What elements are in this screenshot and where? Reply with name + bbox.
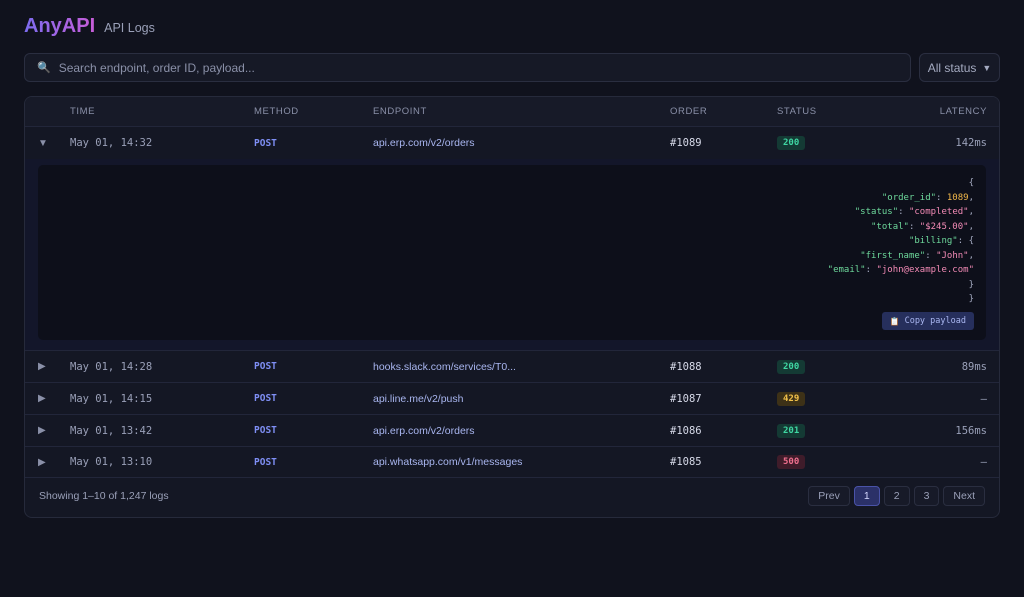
row-time: May 01, 14:32 [70, 137, 153, 149]
copy-payload-button[interactable]: 📋 Copy payload [881, 312, 974, 330]
column-header-status[interactable]: STATUS [777, 106, 817, 117]
app-header: AnyAPI API Logs [24, 15, 155, 38]
row-status: 429 [777, 383, 806, 414]
status-badge: 429 [777, 391, 806, 406]
copy-payload-label: Copy payload [904, 316, 966, 326]
expand-icon[interactable]: ▶ [38, 456, 46, 468]
table-row[interactable]: ▶ May 01, 14:15 POST api.line.me/v2/push… [25, 383, 999, 415]
column-header-endpoint[interactable]: ENDPOINT [373, 106, 427, 117]
pagination: Prev 1 2 3 Next [808, 486, 985, 506]
row-status: 200 [777, 351, 806, 382]
row-order: #1089 [670, 137, 702, 149]
column-header-latency[interactable]: LATENCY [939, 106, 987, 117]
expand-icon[interactable]: ▶ [38, 425, 46, 436]
row-time: May 01, 13:10 [70, 456, 153, 468]
app-logo[interactable]: AnyAPI [24, 15, 96, 37]
table-row[interactable]: ▶ May 01, 14:28 POST hooks.slack.com/ser… [25, 351, 999, 383]
column-header-method[interactable]: METHOD [254, 106, 299, 117]
table-row[interactable]: ▶ May 01, 13:42 POST api.erp.com/v2/orde… [25, 415, 999, 447]
row-endpoint: api.whatsapp.com/v1/messages [373, 456, 523, 468]
status-badge: 500 [777, 455, 806, 469]
table-row[interactable]: ▼ May 01, 14:32 POST api.erp.com/v2/orde… [25, 127, 999, 159]
pagination-summary: Showing 1–10 of 1,247 logs [39, 490, 169, 502]
page-button-1[interactable]: 1 [853, 486, 880, 506]
row-status: 201 [777, 415, 806, 446]
row-status: 200 [777, 127, 806, 159]
row-latency: 156ms [955, 424, 987, 437]
row-endpoint: api.line.me/v2/push [373, 392, 464, 405]
payload-json: { "order_id": 1089, "status": "completed… [827, 178, 974, 304]
status-badge: 201 [777, 423, 806, 438]
status-badge: 200 [777, 359, 806, 374]
clipboard-icon: 📋 [889, 316, 900, 326]
collapse-icon[interactable]: ▼ [38, 137, 48, 149]
row-method: POST [254, 425, 277, 436]
next-page-button[interactable]: Next [943, 486, 985, 506]
expand-icon[interactable]: ▶ [38, 393, 46, 404]
row-latency: – [980, 456, 987, 468]
page-button-3[interactable]: 3 [913, 486, 940, 506]
row-method: POST [254, 137, 277, 149]
row-status: 500 [777, 447, 806, 477]
column-header-order[interactable]: ORDER [670, 106, 708, 117]
row-order: #1086 [670, 424, 702, 437]
row-order: #1085 [670, 456, 702, 468]
expand-icon[interactable]: ▶ [38, 361, 46, 372]
row-latency: 89ms [961, 360, 987, 373]
search-input[interactable] [58, 60, 910, 75]
payload-panel: { "order_id": 1089, "status": "completed… [25, 159, 999, 351]
page-button-2[interactable]: 2 [883, 486, 910, 506]
row-method: POST [254, 456, 277, 468]
row-latency: – [980, 392, 987, 405]
chevron-down-icon: ▼ [982, 62, 992, 73]
row-method: POST [254, 393, 277, 404]
row-endpoint: hooks.slack.com/services/T0... [373, 360, 516, 373]
row-latency: 142ms [955, 137, 987, 149]
row-method: POST [254, 361, 277, 372]
row-order: #1088 [670, 360, 702, 373]
search-icon: 🔍 [37, 62, 51, 74]
table-header: TIME METHOD ENDPOINT ORDER STATUS LATENC… [25, 97, 999, 127]
page-title: API Logs [104, 21, 155, 35]
status-filter-dropdown[interactable]: All status ▼ [919, 53, 1000, 82]
row-time: May 01, 14:28 [70, 360, 153, 373]
row-time: May 01, 13:42 [70, 424, 153, 437]
logs-table: TIME METHOD ENDPOINT ORDER STATUS LATENC… [24, 96, 1000, 518]
row-endpoint: api.erp.com/v2/orders [373, 137, 475, 149]
search-bar[interactable]: 🔍 [24, 53, 911, 82]
table-footer: Showing 1–10 of 1,247 logs Prev 1 2 3 Ne… [25, 476, 999, 517]
row-time: May 01, 14:15 [70, 392, 153, 405]
status-badge: 200 [777, 136, 806, 150]
payload-box: { "order_id": 1089, "status": "completed… [38, 165, 986, 340]
column-header-time[interactable]: TIME [70, 106, 96, 117]
row-order: #1087 [670, 392, 702, 405]
table-row[interactable]: ▶ May 01, 13:10 POST api.whatsapp.com/v1… [25, 447, 999, 478]
prev-page-button[interactable]: Prev [808, 486, 850, 506]
status-filter-label: All status [927, 60, 977, 75]
row-endpoint: api.erp.com/v2/orders [373, 424, 475, 437]
